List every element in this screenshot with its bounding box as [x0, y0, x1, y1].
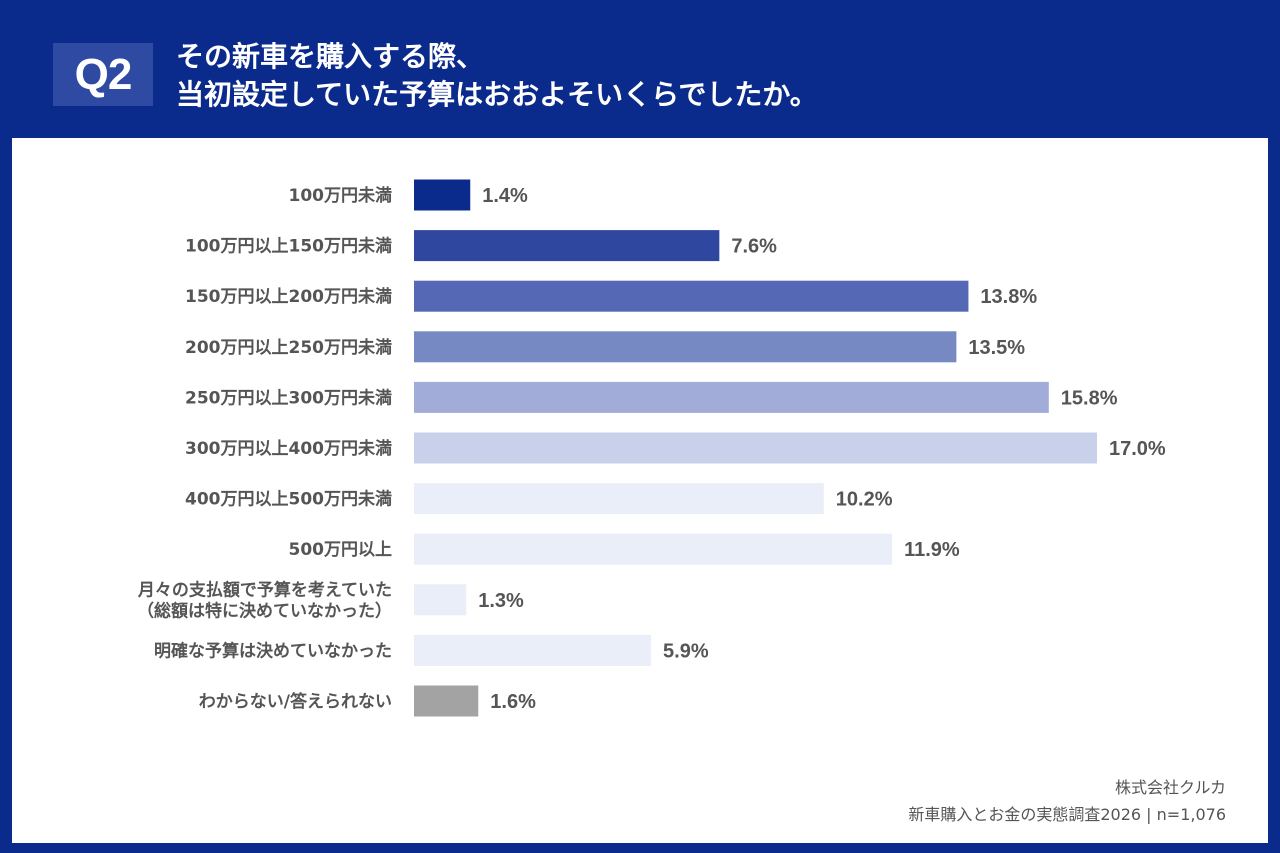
value-label: 13.8% — [980, 286, 1037, 308]
title-line-2: 当初設定していた予算はおおよそいくらでしたか。 — [176, 78, 818, 111]
bar-row: 500万円以上 11.9% — [289, 533, 960, 565]
category-label: 300万円以上400万円未満 — [185, 438, 392, 459]
value-label: 10.2% — [836, 489, 893, 511]
bar-row: 明確な予算は決めていなかった 5.9% — [154, 634, 709, 666]
bar — [414, 432, 1097, 464]
bar — [414, 533, 893, 565]
bar-row: 400万円以上500万円未満 10.2% — [185, 483, 893, 515]
value-label: 17.0% — [1109, 438, 1166, 460]
bar — [414, 331, 957, 363]
value-label: 1.3% — [478, 590, 524, 612]
bar — [414, 483, 824, 515]
bar-row: 100万円以上150万円未満 7.6% — [185, 230, 777, 262]
value-label: 11.9% — [904, 539, 960, 561]
category-label: 明確な予算は決めていなかった — [154, 640, 392, 661]
bar-row: 150万円以上200万円未満 13.8% — [185, 280, 1037, 312]
bar-row: 250万円以上300万円未満 15.8% — [185, 381, 1118, 413]
bar — [414, 230, 720, 262]
bar — [414, 280, 969, 312]
category-label: （総額は特に決めていなかった） — [137, 600, 392, 621]
bar — [414, 179, 471, 211]
bar-row: 月々の支払額で予算を考えていた（総額は特に決めていなかった） 1.3% — [137, 579, 524, 621]
footer-company: 株式会社クルカ — [1114, 778, 1226, 797]
bar — [414, 634, 652, 666]
category-label: 200万円以上250万円未満 — [185, 337, 392, 358]
category-label: 100万円未満 — [289, 185, 393, 206]
bar — [414, 584, 467, 616]
bar-row: 100万円未満 1.4% — [289, 179, 528, 211]
category-label: 250万円以上300万円未満 — [185, 387, 392, 408]
value-label: 13.5% — [968, 337, 1025, 359]
bar-row: わからない/答えられない 1.6% — [199, 685, 536, 717]
bar-row: 300万円以上400万円未満 17.0% — [185, 432, 1166, 464]
value-label: 15.8% — [1061, 387, 1118, 409]
value-label: 1.6% — [490, 691, 536, 713]
category-label: 150万円以上200万円未満 — [185, 286, 392, 307]
value-label: 5.9% — [663, 640, 709, 662]
bar-row: 200万円以上250万円未満 13.5% — [185, 331, 1025, 363]
category-label: わからない/答えられない — [199, 691, 392, 712]
category-label: 月々の支払額で予算を考えていた — [137, 579, 392, 600]
question-badge: Q2 — [53, 43, 153, 106]
category-label: 100万円以上150万円未満 — [185, 236, 392, 257]
category-label: 400万円以上500万円未満 — [185, 489, 392, 510]
page-title: その新車を購入する際、 当初設定していた予算はおおよそいくらでしたか。 — [176, 38, 818, 114]
bar — [414, 381, 1049, 413]
title-line-1: その新車を購入する際、 — [176, 40, 485, 73]
value-label: 1.4% — [482, 185, 528, 207]
footer-source: 新車購入とお金の実態調査2026 | n=1,076 — [908, 805, 1226, 824]
category-label: 500万円以上 — [289, 540, 393, 560]
value-label: 7.6% — [731, 236, 777, 258]
bar — [414, 685, 479, 717]
